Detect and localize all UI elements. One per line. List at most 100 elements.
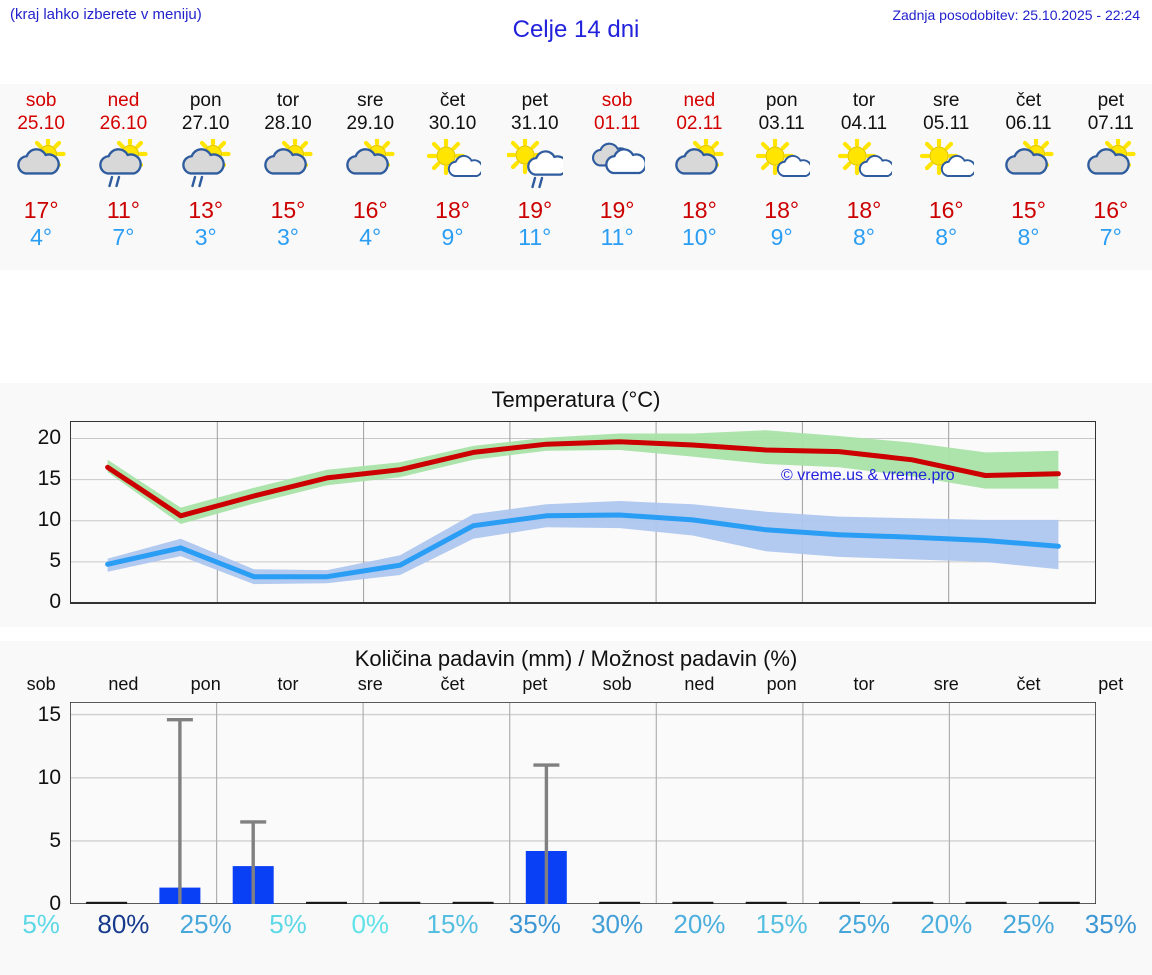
day-min-temp: 11° [600, 224, 634, 250]
day-date-label: 05.11 [923, 113, 970, 134]
day-column[interactable]: ned 26.10 11° 7° [82, 84, 164, 270]
day-column[interactable]: ned 02.11 18° 10° [658, 84, 740, 270]
precipitation-day-label: ned [108, 674, 139, 694]
day-column[interactable]: sre 29.10 16° 4° [329, 84, 411, 270]
precipitation-day-label: sob [602, 674, 632, 694]
temperature-x-axis-line [70, 602, 1096, 604]
location-hint-link[interactable]: (kraj lahko izberete v meniju) [10, 6, 202, 23]
precipitation-probability-value: 5% [269, 908, 307, 939]
precipitation-day-label: pet [522, 674, 548, 694]
day-of-week-label: čet [1015, 90, 1042, 111]
day-date-label: 02.11 [676, 113, 723, 134]
last-updated-label: Zadnja posodobitev: 25.10.2025 - 22:24 [892, 7, 1140, 23]
day-date-label: 03.11 [758, 113, 805, 134]
day-of-week-label: sre [357, 90, 384, 111]
sunny-cloud-rain-icon [506, 137, 563, 193]
precipitation-day-labels: sob ned pon tor sre čet pet sob ned pon tor sre čet p… [0, 674, 1152, 700]
precipitation-day-label: tor [277, 674, 299, 694]
day-of-week-label: ned [683, 90, 716, 111]
temperature-y-tick: 0 [49, 590, 61, 613]
day-column[interactable]: pon 03.11 18° 9° [741, 84, 823, 270]
day-of-week-label: sob [601, 90, 633, 111]
precipitation-plot-svg [69, 701, 1097, 906]
day-min-temp: 3° [194, 224, 217, 250]
precipitation-probability-value: 25% [837, 908, 890, 939]
precipitation-probability-value: 35% [508, 908, 561, 939]
sunny-small-cloud-icon [425, 137, 481, 193]
day-max-temp: 11° [106, 197, 140, 223]
precipitation-y-tick: 15 [37, 702, 61, 726]
precipitation-day-label: čet [440, 674, 465, 694]
day-of-week-label: tor [276, 90, 300, 111]
day-min-temp: 11° [518, 224, 552, 250]
day-column[interactable]: pet 07.11 16° 7° [1070, 84, 1152, 270]
day-max-temp: 16° [928, 197, 964, 223]
temperature-y-tick: 20 [37, 425, 61, 449]
day-column[interactable]: čet 30.10 18° 9° [411, 84, 493, 270]
precipitation-probability-value: 5% [22, 908, 60, 939]
day-of-week-label: sre [933, 90, 960, 111]
temperature-chart-title: Temperatura (°C) [491, 387, 661, 412]
day-date-label: 26.10 [99, 113, 148, 134]
day-max-temp: 13° [188, 197, 224, 223]
day-min-temp: 7° [112, 224, 135, 250]
sunny-small-cloud-icon [754, 137, 810, 193]
day-max-temp: 16° [352, 197, 388, 223]
day-max-temp: 19° [599, 197, 635, 223]
day-column[interactable]: tor 04.11 18° 8° [823, 84, 905, 270]
precipitation-y-tick: 0 [49, 892, 61, 915]
day-column[interactable]: čet 06.11 15° 8° [987, 84, 1069, 270]
precipitation-probability-value: 0% [351, 908, 390, 939]
temperature-y-axis: 0 5 10 15 20 [0, 421, 68, 614]
day-column[interactable]: pon 27.10 13° 3° [165, 84, 247, 270]
day-column[interactable]: tor 28.10 15° 3° [247, 84, 329, 270]
daily-forecast-strip: sob 25.10 17° 4° ned 26.10 11° 7° pon 27.10 13°… [0, 84, 1152, 270]
day-min-temp: 7° [1099, 224, 1122, 250]
sunny-small-cloud-icon [836, 137, 892, 193]
precipitation-probability-value: 80% [97, 908, 150, 939]
temperature-plot-svg [71, 422, 1095, 603]
precipitation-probability-value: 30% [591, 908, 644, 939]
cloudy-icon [589, 137, 646, 193]
precipitation-day-label: pon [766, 674, 797, 694]
day-date-label: 30.10 [428, 113, 477, 134]
partly-cloudy-icon [13, 137, 69, 193]
day-date-label: 29.10 [346, 113, 395, 134]
day-column[interactable]: sre 05.11 16° 8° [905, 84, 987, 270]
precipitation-day-label: ned [684, 674, 715, 694]
temperature-y-tick: 5 [49, 548, 61, 572]
precipitation-probability-row: 5% 80% 25% 5% 0% 15% 35% 30% 20% 15% 25% 20% 25% 35% [0, 904, 1152, 944]
precipitation-probability-value: 15% [426, 908, 479, 939]
partly-cloudy-icon [1083, 137, 1139, 193]
precipitation-plot-area [69, 701, 1097, 975]
precipitation-day-label: pet [1098, 674, 1124, 694]
partly-cloudy-icon [260, 137, 316, 193]
partly-cloudy-icon [342, 137, 398, 193]
day-of-week-label: pon [765, 90, 798, 111]
temperature-plot-area [70, 421, 1096, 603]
precipitation-day-label: sre [357, 674, 383, 694]
precipitation-probability-value: 35% [1084, 908, 1137, 939]
day-min-temp: 4° [30, 224, 53, 250]
day-max-temp: 18° [764, 197, 800, 223]
temperature-y-tick: 15 [37, 466, 61, 490]
day-date-label: 27.10 [181, 113, 230, 134]
day-min-temp: 8° [852, 224, 875, 250]
temperature-y-tick: 10 [37, 507, 61, 531]
day-min-temp: 8° [935, 224, 958, 250]
day-of-week-label: ned [107, 90, 140, 111]
day-of-week-label: sob [25, 90, 57, 111]
day-min-temp: 3° [276, 224, 299, 250]
day-column[interactable]: sob 25.10 17° 4° [0, 84, 82, 270]
day-column[interactable]: sob 01.11 19° 11° [576, 84, 658, 270]
day-max-temp: 18° [682, 197, 717, 223]
day-column[interactable]: pet 31.10 19° 11° [494, 84, 576, 270]
day-max-temp: 18° [846, 197, 882, 223]
precipitation-chart-title: Količina padavin (mm) / Možnost padavin … [354, 646, 798, 671]
precipitation-y-axis: 0 5 10 15 [0, 702, 68, 915]
day-date-label: 31.10 [511, 113, 559, 134]
day-of-week-label: pet [1097, 90, 1124, 111]
sunny-small-cloud-icon [918, 137, 975, 193]
day-min-temp: 10° [682, 224, 717, 250]
partly-cloudy-icon [671, 137, 727, 193]
